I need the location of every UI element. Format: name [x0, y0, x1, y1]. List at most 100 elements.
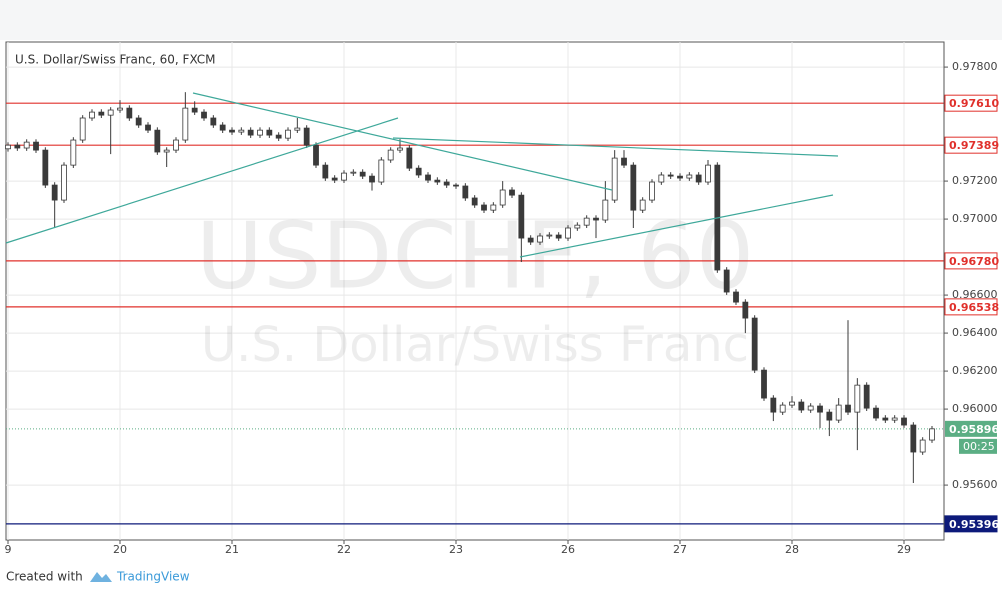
candle-body: [126, 107, 133, 119]
candle-body: [630, 164, 637, 211]
candle-body: [331, 177, 338, 181]
candle-body: [490, 204, 497, 211]
y-tick-label: 0.96400: [952, 326, 998, 339]
x-tick-label: 9: [5, 543, 12, 556]
candle-body: [247, 129, 254, 136]
candle-body: [61, 164, 67, 201]
candle-body: [434, 179, 441, 183]
candle-body: [873, 407, 879, 419]
candle-body: [471, 197, 478, 206]
level-label-box: [944, 94, 998, 112]
candle-body: [23, 141, 30, 149]
level-label: 0.97389: [949, 139, 999, 152]
logo: [90, 572, 112, 582]
candle-body: [611, 157, 618, 201]
y-tick-label: 0.96200: [952, 364, 998, 377]
x-tick-label: 29: [897, 543, 911, 556]
candle-body: [565, 227, 571, 239]
candle-body: [453, 184, 459, 187]
candle-body: [863, 384, 870, 409]
candle-body: [723, 269, 730, 293]
chart-title: U.S. Dollar/Swiss Franc, 60, FXCM: [15, 53, 216, 67]
plot-frame: [5, 41, 945, 541]
candle-body: [79, 117, 86, 141]
candle-body: [789, 401, 795, 406]
candle-body: [527, 237, 534, 243]
candle-body: [593, 217, 599, 221]
y-tick-label: 0.97200: [952, 174, 998, 187]
candle-body: [369, 175, 375, 183]
candle-body: [649, 181, 655, 201]
candle-body: [499, 189, 506, 206]
candle-body: [705, 164, 711, 183]
candle-body: [761, 369, 767, 399]
candle-body: [33, 141, 39, 151]
level-label-box: [944, 136, 998, 154]
candle-body: [219, 124, 226, 131]
candle-body: [387, 149, 394, 161]
candle-body: [891, 417, 898, 421]
candle-body: [163, 149, 170, 153]
level-label-box: [944, 252, 998, 270]
level-label: 0.96780: [949, 255, 999, 268]
candle-body: [854, 384, 861, 413]
candle-body: [173, 139, 179, 151]
x-tick-label: 27: [673, 543, 687, 556]
level-label: 0.95396: [949, 518, 999, 531]
candle-body: [98, 111, 105, 116]
y-tick-label: 0.95600: [952, 478, 998, 491]
candle-body: [145, 124, 151, 131]
candle-body: [201, 111, 207, 119]
candle-body: [135, 117, 142, 126]
candle-body: [733, 291, 739, 303]
last-price-box: [945, 420, 997, 437]
watermark-symbol: USDCHF, 60: [196, 202, 754, 309]
y-tick-label: 0.97000: [952, 212, 998, 225]
candle-body: [901, 417, 907, 426]
candle-body: [602, 199, 609, 221]
candle-body: [425, 174, 431, 181]
candle-body: [5, 144, 11, 150]
level-label: 0.97610: [949, 97, 999, 110]
level-label-box: [944, 298, 998, 316]
candle-body: [667, 174, 674, 177]
candle-body: [397, 147, 403, 151]
candle-body: [583, 217, 590, 226]
candle-body: [191, 107, 198, 113]
candle-body: [406, 147, 413, 169]
candle-body: [210, 117, 217, 126]
candle-body: [350, 171, 357, 174]
candle-body: [70, 139, 77, 166]
level-label: 0.96538: [949, 301, 999, 314]
candle-body: [574, 224, 581, 229]
trendline: [392, 137, 839, 157]
candle-body: [378, 159, 385, 183]
candle-body: [359, 171, 366, 177]
candle-body: [303, 127, 310, 146]
y-tick-label: 0.97800: [952, 60, 998, 73]
trendline: [192, 92, 613, 191]
candle-body: [415, 167, 422, 176]
candle-body: [89, 111, 95, 119]
footer-brand[interactable]: TradingView: [116, 570, 190, 584]
level-label-box: [944, 515, 998, 533]
candle-body: [770, 397, 777, 413]
last-price-label: 0.95896: [949, 423, 999, 436]
candle-body: [313, 144, 319, 166]
candle-body: [51, 184, 58, 201]
candle-body: [835, 404, 842, 421]
candle-body: [695, 174, 702, 183]
x-tick-label: 23: [449, 543, 463, 556]
top-strip: [0, 0, 1002, 40]
candle-body: [910, 424, 917, 453]
candle-body: [807, 405, 814, 411]
candle-body: [341, 172, 347, 181]
candle-body: [509, 189, 515, 196]
candle-body: [817, 405, 823, 413]
candle-body: [919, 439, 926, 453]
candle-body: [826, 411, 833, 421]
candle-body: [182, 107, 189, 141]
candle-body: [845, 404, 851, 413]
candle-body: [639, 199, 646, 211]
